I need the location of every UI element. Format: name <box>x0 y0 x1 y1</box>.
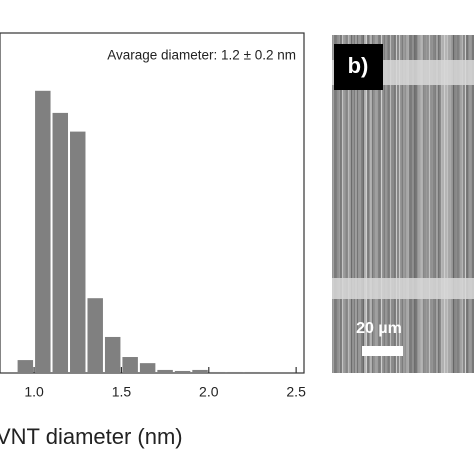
scale-bar-label: 20 µm <box>356 320 402 337</box>
panel-label: b) <box>348 53 369 78</box>
bar <box>139 363 156 373</box>
x-axis-label: VNT diameter (nm) <box>0 424 183 449</box>
x-tick-label: 1.5 <box>112 384 132 400</box>
panel-label-box <box>334 44 383 90</box>
sem-image <box>332 35 474 373</box>
bar <box>122 357 138 373</box>
x-tick-label: 1.0 <box>24 384 44 400</box>
annotation: Avarage diameter: 1.2 ± 0.2 nm <box>107 48 296 63</box>
bar <box>209 371 226 373</box>
bar <box>157 369 173 373</box>
bar <box>192 369 208 373</box>
bar <box>104 336 121 373</box>
x-tick-label: 2.0 <box>199 384 219 400</box>
bar <box>174 370 191 373</box>
x-tick-label: 2.5 <box>286 384 306 400</box>
scale-bar <box>362 346 403 356</box>
bar <box>35 90 51 374</box>
sem-band <box>332 278 474 299</box>
bar <box>17 360 34 373</box>
bar <box>227 371 243 373</box>
bar <box>244 371 261 373</box>
bar <box>70 131 86 373</box>
bar <box>87 298 103 373</box>
bar <box>52 112 69 374</box>
